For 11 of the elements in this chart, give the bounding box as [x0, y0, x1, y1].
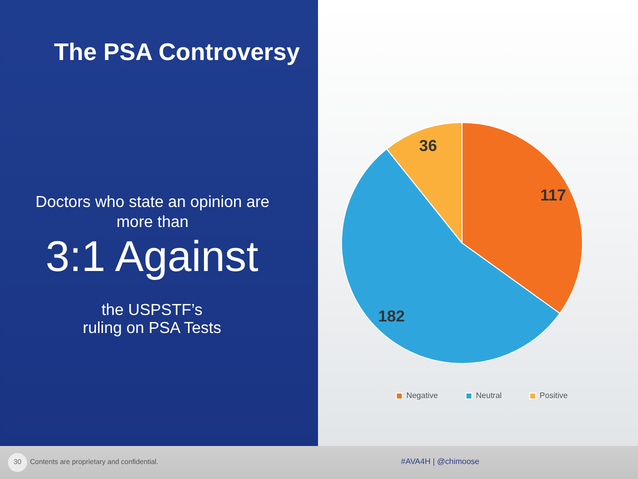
data-label: 36: [419, 138, 438, 155]
text: 3:1 Against: [44, 232, 260, 282]
legend-label: Positive: [540, 391, 568, 400]
text: #AVA4H | @chimoose: [401, 457, 480, 467]
chart-title: The PSA Controversy: [54, 39, 300, 67]
text: Doctors who state an opinion are more than: [34, 193, 270, 233]
legend-label: Neutral: [476, 391, 502, 400]
legend-label: Negative: [406, 391, 438, 400]
data-label: 117: [540, 188, 566, 205]
text: the USPSTF’s ruling on PSA Tests: [82, 302, 222, 338]
data-label: 182: [378, 308, 405, 326]
